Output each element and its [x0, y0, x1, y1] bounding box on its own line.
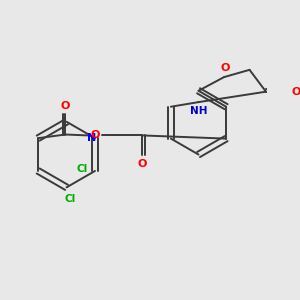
Text: O: O — [291, 87, 300, 97]
Text: Cl: Cl — [64, 194, 76, 204]
Text: O: O — [220, 63, 230, 73]
Text: Cl: Cl — [76, 164, 88, 174]
Text: O: O — [91, 130, 100, 140]
Text: O: O — [61, 101, 70, 111]
Text: NH: NH — [190, 106, 208, 116]
Text: O: O — [137, 159, 147, 169]
Text: N: N — [87, 133, 96, 143]
